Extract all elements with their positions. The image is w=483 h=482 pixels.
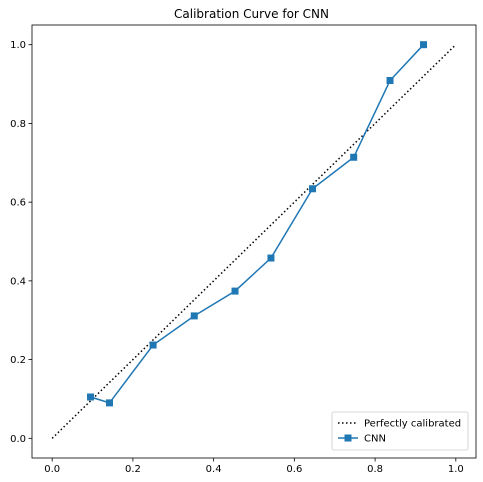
x-tick-label: 0.6 — [286, 464, 302, 475]
x-tick-label: 0.2 — [125, 464, 141, 475]
cnn-data-point — [309, 185, 317, 193]
cnn-data-point — [149, 341, 157, 349]
y-tick-label: 0.4 — [10, 276, 26, 287]
cnn-data-point — [106, 399, 113, 407]
y-tick-label: 0.0 — [10, 434, 26, 445]
x-tick-label: 0.0 — [44, 464, 60, 475]
cnn-data-point — [267, 254, 275, 262]
x-tick-label: 0.4 — [206, 464, 222, 475]
cnn-data-point — [190, 312, 198, 320]
y-tick-label: 1.0 — [10, 40, 26, 51]
cnn-data-point — [420, 41, 428, 49]
legend: Perfectly calibrated CNN — [331, 411, 469, 451]
axes: 0.0 0.2 0.4 0.6 0.8 1.0 0.0 0.2 0.4 0.6 0.8 1.0 — [10, 24, 477, 475]
cnn-series-line — [90, 44, 425, 404]
axes-frame — [31, 24, 477, 459]
legend-marker — [344, 434, 352, 442]
x-tick-label: 0.8 — [367, 464, 383, 475]
legend-label: CNN — [364, 434, 386, 445]
chart-title: Calibration Curve for CNN — [174, 7, 329, 21]
y-tick-label: 0.8 — [10, 119, 26, 130]
cnn-data-point — [231, 287, 239, 295]
cnn-data-point — [350, 153, 358, 161]
x-tick-label: 1.0 — [448, 464, 464, 475]
cnn-data-point — [87, 393, 95, 401]
y-tick-label: 0.2 — [10, 355, 26, 366]
legend-label: Perfectly calibrated — [364, 419, 461, 430]
plot-area — [51, 41, 457, 439]
legend-box — [331, 411, 469, 451]
cnn-data-point — [386, 77, 394, 84]
y-tick-label: 0.6 — [10, 198, 26, 209]
